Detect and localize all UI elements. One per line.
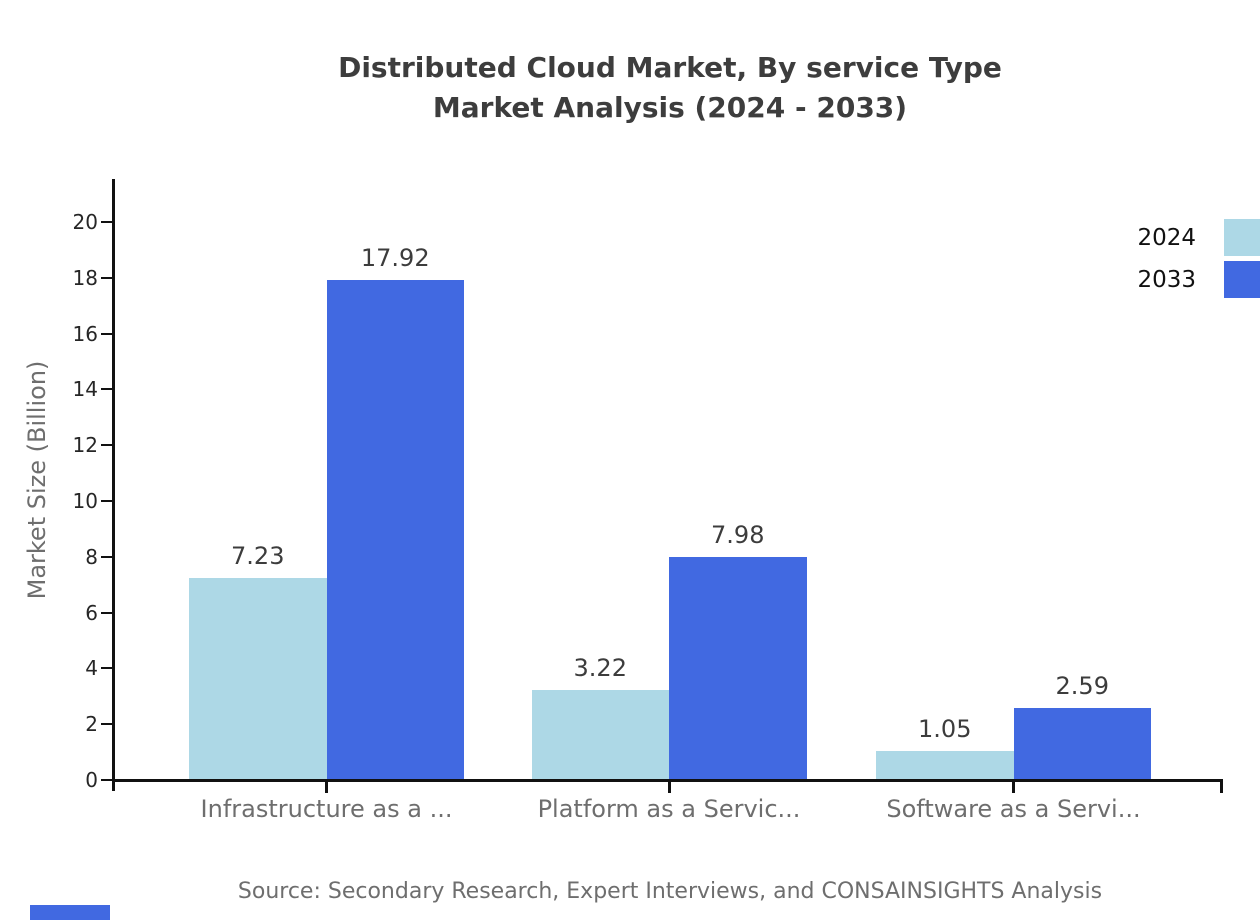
y-tick — [101, 332, 112, 335]
y-tick-label: 0 — [85, 768, 98, 792]
y-tick — [101, 723, 112, 726]
category-label-c0: Infrastructure as a ... — [200, 795, 453, 823]
y-tick — [101, 388, 112, 391]
bar-2024-c0 — [189, 578, 327, 780]
value-label-2024-c0: 7.23 — [231, 542, 285, 571]
x-tick — [1012, 781, 1015, 793]
y-tick-label: 8 — [85, 544, 98, 569]
legend-label-2033: 2033 — [1137, 267, 1196, 293]
y-tick — [101, 221, 112, 223]
y-tick-label: 16 — [72, 321, 98, 346]
y-axis-spine — [112, 179, 115, 791]
category-label-c2: Software as a Servi... — [886, 795, 1141, 823]
y-tick — [101, 611, 112, 614]
y-tick — [101, 667, 112, 670]
chart-title-line2: Market Analysis (2024 - 2033) — [432, 91, 908, 124]
value-label-2033-c2: 2.59 — [1055, 671, 1109, 700]
y-tick — [101, 444, 112, 447]
y-tick — [101, 500, 112, 502]
y-tick-label: 18 — [72, 265, 98, 290]
value-label-2033-c0: 17.92 — [360, 244, 430, 273]
value-label-2024-c2: 1.05 — [918, 714, 972, 743]
bar-2024-c2 — [876, 750, 1014, 780]
bar-2033-c0 — [326, 280, 464, 780]
y-tick — [101, 276, 112, 279]
y-tick — [101, 555, 112, 558]
y-tick-label: 6 — [85, 600, 98, 625]
legend-swatch-2033 — [1224, 261, 1260, 298]
y-tick-label: 2 — [85, 712, 98, 737]
y-tick-label: 20 — [72, 210, 98, 234]
y-tick-label: 14 — [72, 377, 98, 402]
x-tick — [325, 781, 328, 793]
y-tick-label: 10 — [72, 489, 98, 513]
legend-swatch-2024 — [1224, 219, 1260, 256]
bar-2033-c2 — [1013, 707, 1151, 780]
value-label-2033-c1: 7.98 — [711, 521, 765, 550]
bar-2033-c1 — [669, 557, 807, 780]
source-note: Source: Secondary Research, Expert Inter… — [237, 879, 1103, 904]
bar-2024-c1 — [531, 690, 669, 780]
category-label-c1: Platform as a Servic... — [537, 795, 801, 823]
legend-label-2024: 2024 — [1137, 225, 1196, 251]
bottom-left-brand-mark — [30, 905, 110, 920]
y-tick-label: 4 — [85, 656, 98, 681]
y-tick-label: 12 — [72, 433, 98, 458]
chart-title-line1: Distributed Cloud Market, By service Typ… — [338, 51, 1002, 84]
y-tick — [101, 779, 112, 781]
value-label-2024-c1: 3.22 — [573, 654, 627, 683]
x-tick — [667, 781, 671, 793]
x-end-tick — [1220, 781, 1223, 793]
x-axis-spine-overlay — [112, 779, 1223, 782]
